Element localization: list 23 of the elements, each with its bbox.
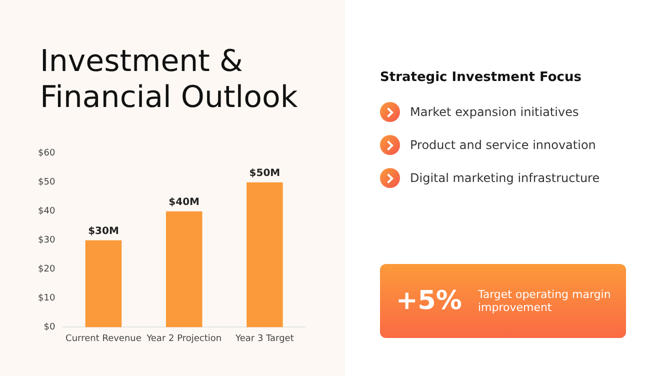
y-tick-label: $50 <box>38 178 56 188</box>
data-label: $50M <box>249 168 280 179</box>
y-tick-label: $10 <box>38 294 56 304</box>
data-label: $30M <box>88 226 119 237</box>
text: Target operating margin improvement <box>478 288 612 314</box>
chart-title: Investment & Financial Outlook <box>40 44 299 116</box>
data-label: $40M <box>168 196 200 208</box>
y-tick-label: $20 <box>38 264 56 275</box>
text: Strategic Investment Focus <box>380 70 582 85</box>
bar <box>166 211 202 328</box>
x-tick-label: Year 2 Projection <box>146 334 222 344</box>
y-tick-label: $60 <box>38 148 56 159</box>
x-tick-label: Current Revenue <box>66 334 142 344</box>
y-tick-label: $30 <box>38 236 56 246</box>
y-tick-label: $40 <box>38 206 56 217</box>
bar <box>85 240 122 328</box>
y-tick-label: $0 <box>44 322 56 333</box>
text: +5% <box>396 286 462 316</box>
x-tick-label: Year 3 Target <box>234 334 294 344</box>
text: Product and service innovation <box>410 138 596 152</box>
text: Market expansion initiatives <box>410 105 579 119</box>
bar <box>246 182 283 328</box>
text: Digital marketing infrastructure <box>410 171 600 185</box>
